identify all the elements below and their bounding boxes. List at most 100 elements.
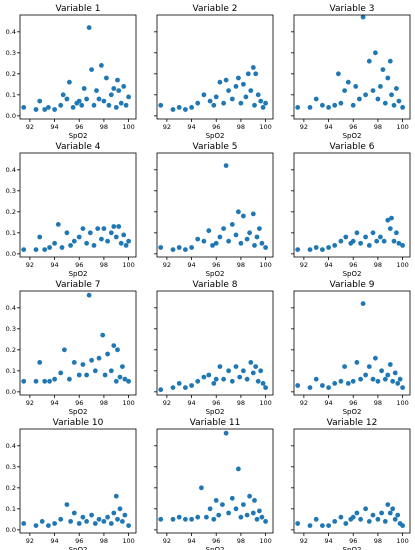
data-point — [382, 519, 388, 524]
x-tick-label: 96 — [75, 537, 83, 545]
data-point — [158, 245, 164, 250]
data-point — [350, 378, 356, 384]
data-point — [70, 105, 76, 110]
data-point — [111, 224, 117, 229]
data-point — [375, 378, 381, 384]
data-point — [392, 370, 398, 376]
data-point — [373, 50, 378, 56]
panel-title: Variable 10 — [53, 418, 104, 428]
data-point — [295, 383, 301, 388]
data-point — [400, 385, 405, 390]
data-point — [387, 58, 393, 64]
data-point — [183, 385, 188, 390]
x-tick-label: 94 — [50, 537, 58, 545]
data-point — [263, 100, 268, 106]
data-point — [116, 224, 122, 229]
data-point — [118, 100, 124, 106]
data-point — [363, 234, 368, 240]
x-tick-label: 100 — [122, 399, 134, 407]
data-point — [313, 96, 319, 102]
plot-frame — [156, 14, 274, 120]
x-axis-label: SpO2 — [206, 132, 225, 140]
data-point — [320, 383, 325, 388]
data-point — [47, 245, 52, 250]
data-point — [183, 247, 188, 253]
data-point — [320, 102, 325, 108]
data-point — [89, 512, 94, 518]
data-point — [320, 247, 325, 253]
x-tick-label: 92 — [163, 123, 171, 131]
data-point — [189, 105, 195, 110]
data-point — [58, 102, 64, 108]
data-point — [226, 238, 232, 244]
data-point — [189, 383, 195, 388]
data-point — [387, 362, 393, 367]
panel-3: Variable 3 92 94 96 98 100 SpO2 — [291, 4, 411, 140]
data-point — [126, 523, 131, 528]
panel-4: Variable 4 92 94 96 98 100 0.0 0.1 0.2 0.3 0.4 SpO2 — [6, 142, 137, 278]
data-point — [252, 498, 257, 503]
data-point — [363, 506, 368, 512]
data-point — [257, 226, 262, 232]
data-point — [99, 236, 104, 242]
data-point — [394, 230, 399, 236]
data-point — [76, 234, 82, 240]
data-points — [158, 163, 268, 253]
data-point — [80, 514, 86, 520]
plot-frame — [293, 152, 411, 258]
data-point — [86, 292, 92, 298]
data-point — [350, 238, 356, 244]
data-point — [363, 372, 368, 378]
data-point — [247, 230, 253, 236]
data-point — [255, 378, 261, 384]
data-point — [71, 510, 77, 516]
x-axis-label: SpO2 — [69, 408, 88, 416]
x-tick-label: 100 — [396, 261, 408, 269]
data-point — [366, 58, 372, 64]
plot-frame — [19, 14, 137, 120]
x-tick-label: 96 — [75, 261, 83, 269]
data-point — [238, 240, 244, 246]
data-point — [52, 521, 57, 526]
data-point — [84, 519, 89, 524]
panel-title: Variable 6 — [329, 142, 374, 152]
data-point — [241, 502, 246, 507]
data-point — [244, 236, 250, 242]
data-point — [307, 247, 313, 253]
x-tick-label: 98 — [237, 399, 245, 407]
data-point — [389, 215, 394, 221]
data-point — [354, 360, 360, 365]
data-point — [385, 502, 391, 507]
x-tick-label: 100 — [122, 261, 134, 269]
data-point — [89, 67, 94, 72]
x-tick-label: 94 — [324, 537, 332, 545]
data-point — [381, 238, 387, 244]
data-point — [223, 430, 229, 436]
data-point — [189, 245, 195, 250]
data-point — [379, 510, 384, 516]
data-point — [307, 523, 313, 528]
data-point — [380, 67, 386, 72]
panel-11: Variable 11 92 94 96 98 100 SpO2 — [154, 418, 274, 550]
data-point — [247, 493, 253, 499]
data-point — [243, 94, 249, 100]
data-point — [307, 385, 313, 390]
data-point — [80, 226, 86, 232]
data-point — [379, 368, 384, 374]
data-point — [52, 240, 57, 246]
data-point — [47, 378, 52, 384]
panel-title: Variable 9 — [329, 280, 374, 290]
x-tick-label: 92 — [26, 123, 34, 131]
data-point — [332, 519, 338, 524]
data-point — [55, 222, 61, 227]
x-tick-label: 96 — [212, 537, 220, 545]
data-point — [21, 521, 27, 526]
data-point — [394, 86, 399, 91]
panel-title: Variable 4 — [55, 142, 100, 152]
data-point — [67, 376, 72, 382]
data-point — [211, 381, 217, 386]
data-point — [116, 88, 122, 93]
plot-frame — [156, 290, 274, 396]
x-axis-label: SpO2 — [343, 132, 362, 140]
x-axis-label: SpO2 — [69, 132, 88, 140]
